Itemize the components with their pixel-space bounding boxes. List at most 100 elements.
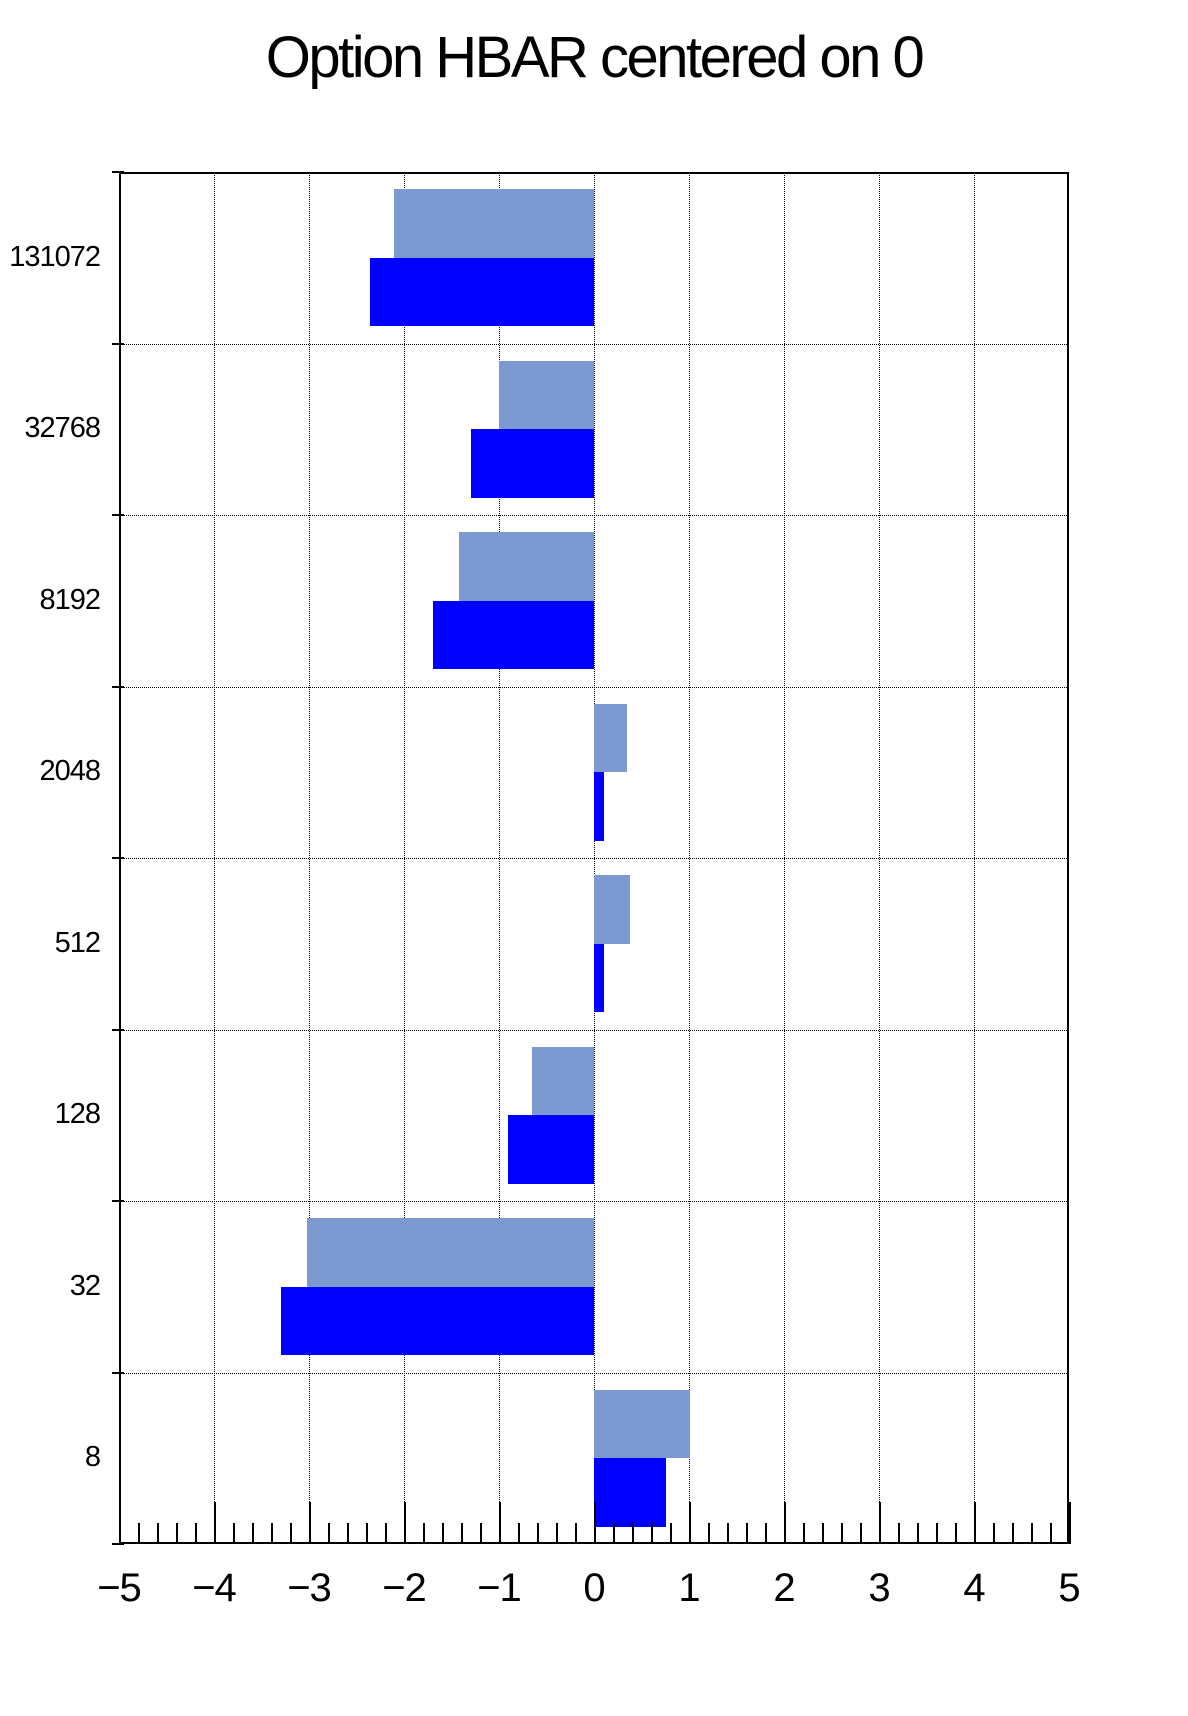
x-minor-tick xyxy=(233,1523,235,1544)
horizontal-gridline xyxy=(119,1029,1069,1031)
x-minor-tick xyxy=(898,1523,900,1544)
bar-8-lower-blue-bars xyxy=(594,1458,667,1527)
x-tick-label: 4 xyxy=(963,1566,985,1610)
x-tick-label: −4 xyxy=(192,1566,237,1610)
x-minor-tick xyxy=(480,1523,482,1544)
x-major-tick xyxy=(689,1502,691,1544)
x-minor-tick xyxy=(157,1523,159,1544)
x-major-tick xyxy=(119,1502,121,1544)
x-minor-tick xyxy=(518,1523,520,1544)
x-minor-tick xyxy=(708,1523,710,1544)
x-minor-tick xyxy=(575,1523,577,1544)
x-tick-label: 1 xyxy=(678,1566,700,1610)
x-tick-label: 2 xyxy=(773,1566,795,1610)
x-minor-tick xyxy=(632,1523,634,1544)
x-major-tick xyxy=(499,1502,501,1544)
x-minor-tick xyxy=(176,1523,178,1544)
bar-128-upper-light-blue-bars xyxy=(532,1046,594,1116)
x-tick-label: −2 xyxy=(382,1566,427,1610)
x-minor-tick xyxy=(537,1523,539,1544)
x-minor-tick xyxy=(917,1523,919,1544)
y-bin-tick xyxy=(112,171,124,173)
y-category-label: 8 xyxy=(84,1441,101,1474)
y-bin-tick xyxy=(112,857,124,859)
x-minor-tick xyxy=(613,1523,615,1544)
x-minor-tick xyxy=(138,1523,140,1544)
y-category-label: 2048 xyxy=(39,755,101,788)
horizontal-gridline xyxy=(119,343,1069,345)
x-major-tick xyxy=(594,1502,596,1544)
x-minor-tick xyxy=(822,1523,824,1544)
bar-128-lower-blue-bars xyxy=(507,1115,594,1184)
x-tick-label: −1 xyxy=(477,1566,522,1610)
y-category-label: 131072 xyxy=(9,240,101,273)
x-minor-tick xyxy=(727,1523,729,1544)
x-minor-tick xyxy=(860,1523,862,1544)
chart-title: Option HBAR centered on 0 xyxy=(265,25,925,90)
x-minor-tick xyxy=(955,1523,957,1544)
x-minor-tick xyxy=(252,1523,254,1544)
y-category-label: 32768 xyxy=(24,412,101,445)
x-minor-tick xyxy=(841,1523,843,1544)
x-minor-tick xyxy=(651,1523,653,1544)
y-category-label: 32 xyxy=(69,1269,101,1302)
bar-8-upper-light-blue-bars xyxy=(594,1389,690,1459)
x-major-tick xyxy=(309,1502,311,1544)
x-minor-tick xyxy=(746,1523,748,1544)
bar-512-upper-light-blue-bars xyxy=(594,875,631,944)
x-minor-tick xyxy=(195,1523,197,1544)
bar-2048-upper-light-blue-bars xyxy=(594,703,628,773)
horizontal-gridline xyxy=(119,1201,1069,1202)
x-minor-tick xyxy=(442,1523,444,1544)
horizontal-gridline xyxy=(119,515,1069,516)
x-minor-tick xyxy=(556,1523,558,1544)
x-major-tick xyxy=(879,1502,881,1544)
x-minor-tick xyxy=(993,1523,995,1544)
y-bin-tick xyxy=(112,1371,124,1374)
x-minor-tick xyxy=(936,1523,938,1544)
x-minor-tick xyxy=(385,1523,387,1544)
x-minor-tick xyxy=(765,1523,767,1544)
x-minor-tick xyxy=(461,1523,463,1544)
x-minor-tick xyxy=(290,1523,292,1544)
horizontal-gridline xyxy=(119,686,1069,688)
bar-32768-lower-blue-bars xyxy=(471,429,594,498)
x-tick-label: 3 xyxy=(868,1566,890,1610)
x-major-tick xyxy=(1069,1502,1071,1544)
x-major-tick xyxy=(214,1502,216,1544)
y-bin-tick xyxy=(112,1200,124,1202)
y-bin-tick xyxy=(112,1543,124,1545)
x-tick-label: 5 xyxy=(1058,1566,1080,1610)
y-category-label: 128 xyxy=(54,1098,101,1131)
y-bin-tick xyxy=(112,514,124,516)
x-minor-tick xyxy=(328,1523,330,1544)
horizontal-gridline xyxy=(119,1372,1069,1374)
x-major-tick xyxy=(784,1502,786,1544)
bar-512-lower-blue-bars xyxy=(594,943,604,1013)
bar-2048-lower-blue-bars xyxy=(594,772,604,841)
y-bin-tick xyxy=(112,1028,124,1031)
x-minor-tick xyxy=(347,1523,349,1544)
x-minor-tick xyxy=(271,1523,273,1544)
x-minor-tick xyxy=(1012,1523,1014,1544)
x-minor-tick xyxy=(366,1523,368,1544)
x-tick-label: 0 xyxy=(583,1566,605,1610)
x-minor-tick xyxy=(1050,1523,1052,1544)
bar-32-lower-blue-bars xyxy=(280,1286,594,1356)
bar-131072-upper-light-blue-bars xyxy=(393,189,594,258)
x-major-tick xyxy=(404,1502,406,1544)
bar-32768-upper-light-blue-bars xyxy=(499,360,594,430)
x-minor-tick xyxy=(1031,1523,1033,1544)
horizontal-gridline xyxy=(119,858,1069,859)
x-minor-tick xyxy=(423,1523,425,1544)
x-tick-label: −3 xyxy=(287,1566,332,1610)
x-minor-tick xyxy=(670,1523,672,1544)
y-bin-tick xyxy=(112,342,124,345)
plot-frame xyxy=(119,172,1069,1544)
bar-32-upper-light-blue-bars xyxy=(307,1218,594,1287)
bar-8192-lower-blue-bars xyxy=(432,600,594,670)
x-tick-label: −5 xyxy=(97,1566,142,1610)
x-minor-tick xyxy=(803,1523,805,1544)
y-category-label: 8192 xyxy=(39,583,101,616)
